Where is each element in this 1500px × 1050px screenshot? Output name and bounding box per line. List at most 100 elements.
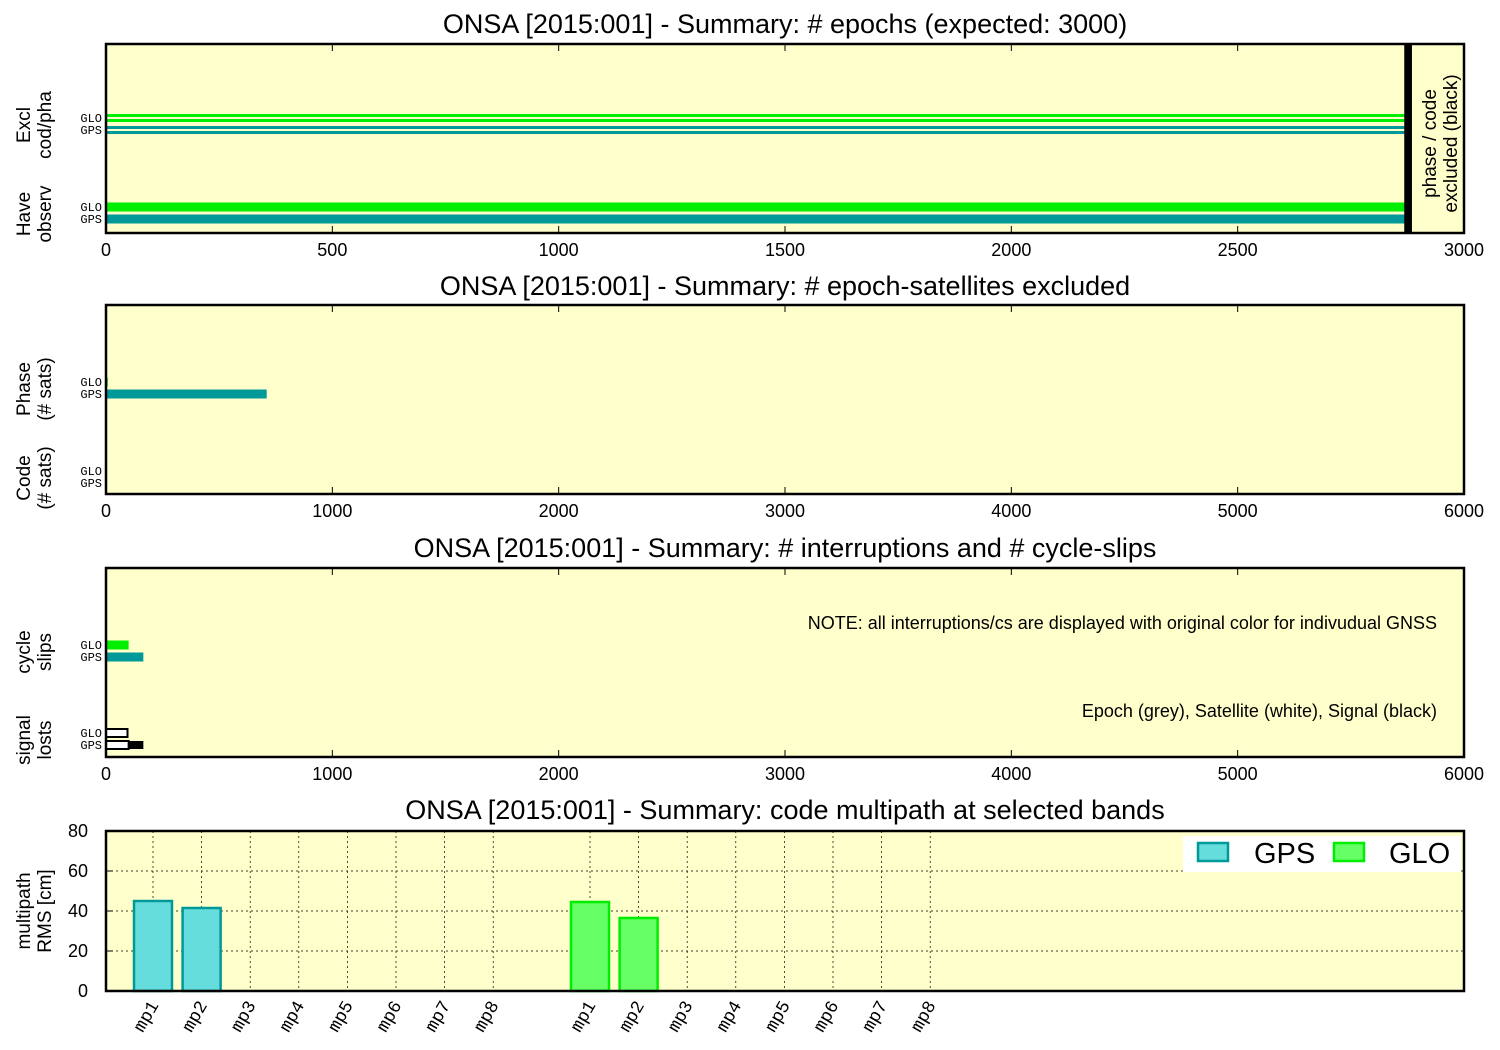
annotation-line: phase / code (1420, 89, 1441, 198)
y-tick-label: 20 (68, 941, 88, 961)
x-tick-label: 0 (101, 764, 111, 784)
panel-title: ONSA [2015:001] - Summary: # interruptio… (414, 533, 1157, 563)
x-tick-label: 4000 (991, 764, 1031, 784)
bar-gps-mp2 (181, 906, 222, 993)
x-tick-label: 2000 (539, 501, 579, 521)
category-label: mp7 (859, 998, 893, 1036)
category-label: mp7 (422, 998, 456, 1036)
plot-area (106, 44, 1464, 233)
excluded-annotation: phase / code excluded (black) (1420, 74, 1462, 212)
group-label-line: Code (14, 455, 35, 500)
system-label: GLO (80, 465, 102, 479)
y-axis-label: multipath RMS [cm] (14, 869, 56, 952)
group-label: Excl cod/pha (14, 91, 56, 159)
system-label: GPS (80, 124, 102, 138)
x-tick-label: 0 (101, 501, 111, 521)
bar-gps (106, 389, 267, 399)
system-label: GLO (80, 376, 102, 390)
bar-gps-mp1 (132, 899, 174, 993)
panel-note: NOTE: all interruptions/cs are displayed… (808, 613, 1437, 633)
category-label: mp1 (131, 998, 165, 1036)
panel-4: ONSA [2015:001] - Summary: code multipat… (14, 795, 1466, 1036)
bar-glo (106, 640, 129, 650)
category-label: mp3 (665, 998, 699, 1036)
legend-swatch-glo (1332, 841, 1366, 863)
panel-2: ONSA [2015:001] - Summary: # epoch-satel… (14, 271, 1484, 521)
x-axis: 0 1000 2000 3000 4000 5000 6000 (101, 568, 1484, 784)
bar-glo (106, 114, 1408, 117)
group-label: cycle slips (14, 630, 56, 673)
plot-border (104, 303, 1466, 496)
group-label: Phase (# sats) (14, 357, 56, 420)
panel-1: ONSA [2015:001] - Summary: # epochs (exp… (14, 9, 1484, 260)
category-label: mp2 (616, 998, 650, 1036)
group-label-line: Phase (14, 362, 35, 416)
x-tick-label: 1000 (312, 764, 352, 784)
legend-label-glo: GLO (1389, 838, 1450, 870)
plot-border (104, 829, 1466, 993)
x-tick-label: 1000 (312, 501, 352, 521)
panel-title: ONSA [2015:001] - Summary: # epochs (exp… (443, 9, 1127, 39)
bar-gps (106, 126, 1408, 129)
system-label: GPS (80, 213, 102, 227)
panel-title: ONSA [2015:001] - Summary: # epoch-satel… (440, 271, 1130, 301)
category-label: mp4 (713, 998, 747, 1036)
plot-area (106, 568, 1464, 757)
x-tick-label: 4000 (991, 501, 1031, 521)
plot-area (106, 305, 1464, 494)
plot-border (104, 42, 1466, 235)
panel-3: ONSA [2015:001] - Summary: # interruptio… (14, 533, 1484, 784)
bar-gps (106, 131, 1408, 134)
y-tick-label: 80 (68, 821, 88, 841)
x-tick-label: 1000 (539, 240, 579, 260)
category-label: mp5 (325, 998, 359, 1036)
bar-glo (106, 202, 1408, 212)
category-label: mp2 (179, 998, 213, 1036)
plot-border (104, 566, 1466, 759)
group-label-line: (# sats) (35, 357, 56, 420)
y-axis-label-line: multipath (14, 872, 35, 949)
y-tick-label: 40 (68, 901, 88, 921)
x-tick-label: 2000 (539, 764, 579, 784)
category-label: mp6 (374, 998, 408, 1036)
panel-note: Epoch (grey), Satellite (white), Signal … (1082, 701, 1437, 721)
group-label: Have observ (14, 185, 56, 243)
system-label: GLO (80, 112, 102, 126)
system-label: GPS (80, 739, 102, 753)
legend-box (1183, 836, 1461, 872)
bar-glo (106, 119, 1408, 122)
bar-glo-satellite (105, 728, 129, 738)
legend-swatch-gps (1196, 841, 1230, 863)
panel-title: ONSA [2015:001] - Summary: code multipat… (405, 795, 1164, 825)
legend: GPS GLO (1183, 836, 1461, 872)
x-tick-label: 2500 (1218, 240, 1258, 260)
y-axis: 0 20 40 60 80 (68, 821, 1464, 1001)
x-tick-label: 0 (101, 240, 111, 260)
x-tick-label: 3000 (765, 501, 805, 521)
category-label: mp6 (811, 998, 845, 1036)
group-label-line: Excl (14, 107, 35, 143)
x-axis: 0 1000 2000 3000 4000 5000 6000 (101, 305, 1484, 521)
category-label: mp1 (568, 998, 602, 1036)
x-tick-label: 1500 (765, 240, 805, 260)
bar-glo-mp1 (569, 900, 611, 993)
group-label-line: signal (14, 715, 35, 765)
x-tick-label: 2000 (991, 240, 1031, 260)
bar-gps-signal (128, 741, 144, 749)
x-tick-label: 5000 (1218, 501, 1258, 521)
x-tick-label: 6000 (1444, 501, 1484, 521)
group-label-line: slips (35, 633, 56, 671)
system-label: GLO (80, 639, 102, 653)
system-label: GPS (80, 651, 102, 665)
bar-gps (106, 214, 1408, 224)
category-label: mp3 (228, 998, 262, 1036)
x-tick-label: 3000 (765, 764, 805, 784)
x-tick-label: 500 (317, 240, 347, 260)
x-tick-label: 6000 (1444, 764, 1484, 784)
group-label-line: observ (35, 185, 56, 243)
y-tick-label: 0 (78, 981, 88, 1001)
group-label: signal losts (14, 715, 56, 765)
bar-gps (106, 652, 144, 662)
system-label: GLO (80, 727, 102, 741)
